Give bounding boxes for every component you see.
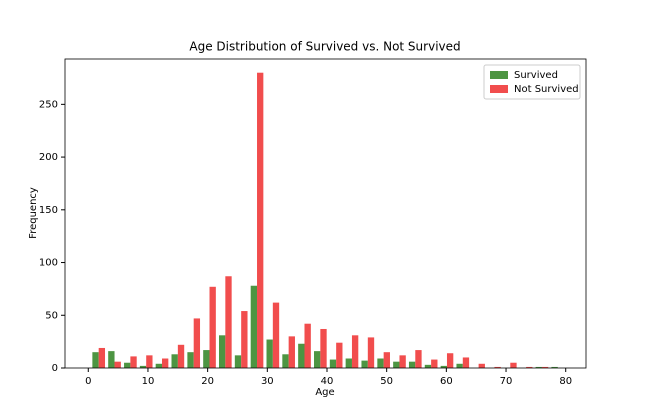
bar [551,366,558,368]
bar [250,285,258,368]
y-tick-label: 150 [39,205,58,216]
bar [456,363,463,368]
bar [92,352,99,368]
bar [314,351,321,368]
bar [535,366,542,368]
bar [345,358,352,368]
bar [393,361,400,368]
bar [146,355,153,368]
bar [351,335,359,368]
bar [541,366,549,368]
bar [209,286,216,368]
legend-label: Survived [514,70,558,81]
legend-label: Not Survived [514,84,579,95]
bar [234,355,242,368]
y-tick-label: 100 [39,258,58,269]
bar [219,335,226,368]
x-tick-label: 30 [261,376,274,387]
x-axis-label: Age [315,387,334,398]
bar [272,302,280,368]
y-tick-label: 0 [52,363,58,374]
bar [98,347,106,368]
bar [336,342,343,368]
bar [320,328,327,368]
bar [304,323,311,368]
x-tick-label: 20 [201,376,214,387]
y-tick-label: 200 [39,152,58,163]
y-tick-label: 250 [39,99,58,110]
bar [130,356,137,368]
bar [424,364,432,368]
bar [462,357,470,368]
bar [187,352,194,368]
bar [494,366,501,368]
y-tick-label: 50 [45,310,58,321]
bar [526,366,533,368]
x-tick-label: 60 [440,376,453,387]
plot-frame [64,58,587,369]
bar [108,351,115,368]
bar [257,72,264,368]
bar [329,359,337,368]
bar [114,361,121,368]
bar [399,355,406,368]
chart-title: Age Distribution of Survived vs. Not Sur… [189,40,460,54]
bar [431,359,438,368]
bar [193,318,201,368]
bar [225,276,232,368]
bar [298,343,305,368]
bar [171,354,178,368]
bar [408,361,416,368]
bar [415,350,422,368]
bar [383,352,390,368]
bar [162,358,169,368]
bar [367,337,375,368]
x-tick-label: 70 [500,376,513,387]
bar [478,363,485,368]
x-tick-label: 80 [559,376,572,387]
bar [266,339,273,368]
bar [361,360,368,368]
bar [282,354,289,368]
bar [446,353,454,368]
legend-swatch [490,71,508,79]
y-axis-label: Frequency [28,187,39,239]
bar [155,363,163,368]
bar [440,365,447,368]
bar [177,344,185,368]
x-tick-label: 40 [321,376,334,387]
bar [139,365,147,368]
bar [510,362,517,368]
x-tick-label: 10 [142,376,155,387]
bar [203,350,210,368]
x-tick-label: 50 [380,376,393,387]
legend-swatch [490,85,508,93]
bar [288,336,295,368]
bar [124,362,131,368]
bar [241,311,248,368]
x-tick-label: 0 [85,376,91,387]
bar [377,358,384,368]
